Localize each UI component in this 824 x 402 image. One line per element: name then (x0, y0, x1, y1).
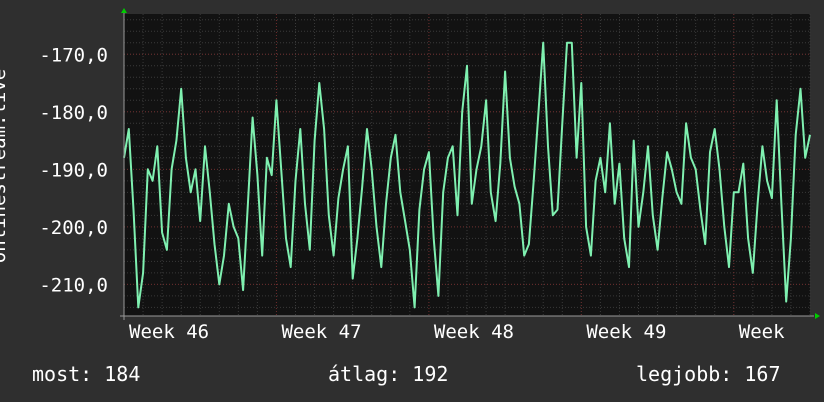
x-tick-label: Week 47 (281, 321, 361, 343)
series-layer (123, 41, 811, 309)
y-tick-label: -190,0 (39, 159, 108, 181)
y-tick-label: -180,0 (39, 102, 108, 124)
y-tick-label: -210,0 (39, 274, 108, 296)
y-tick-label: -200,0 (39, 217, 108, 239)
average-value-label: átlag: 192 (328, 362, 449, 386)
x-axis-arrow-icon (815, 313, 820, 319)
x-tick-label: Week 49 (586, 321, 666, 343)
x-tick-label: Week 48 (434, 321, 514, 343)
axes (120, 8, 820, 320)
y-tick-labels: -170,0 -180,0 -190,0 -200,0 -210,0 (39, 44, 108, 296)
best-value-label: legjobb: 167 (636, 362, 781, 386)
current-value-label: most: 184 (32, 362, 141, 386)
y-axis-label: onlinestream.live (0, 68, 10, 264)
y-tick-label: -170,0 (39, 44, 108, 66)
x-tick-label: Week 46 (129, 321, 209, 343)
y-axis-arrow-icon (121, 8, 127, 13)
x-tick-label: Week (739, 321, 785, 343)
x-tick-labels: Week 46 Week 47 Week 48 Week 49 Week (129, 321, 785, 343)
series-line-0 (123, 41, 811, 309)
